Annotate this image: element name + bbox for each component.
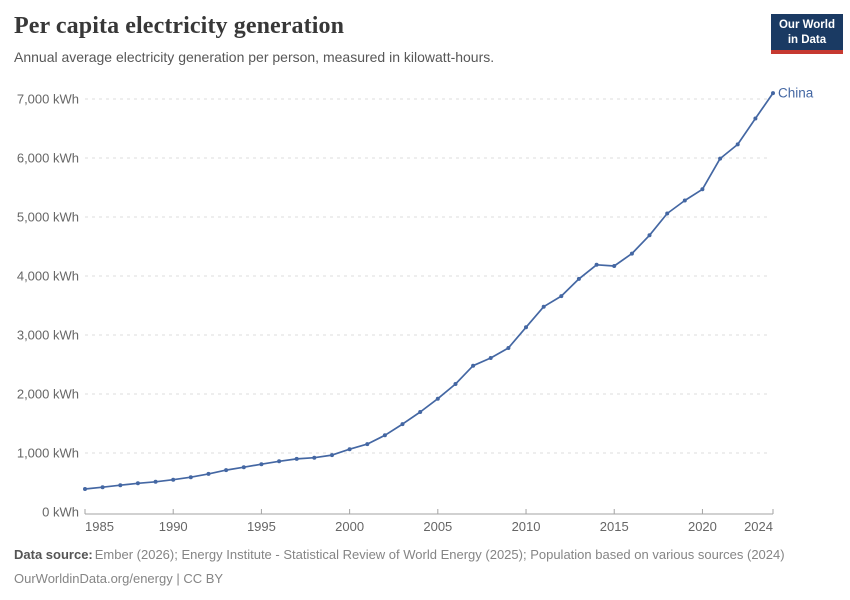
data-point [153,479,158,484]
x-tick-label: 2005 [423,519,452,534]
data-point [647,233,652,238]
data-point [435,396,440,401]
entity-label: China [778,86,814,101]
data-point [735,142,740,147]
data-line [84,92,774,490]
y-tick-label: 6,000 kWh [17,151,79,166]
data-point [330,453,334,458]
y-tick-label: 1,000 kWh [17,446,79,461]
license-label: CC BY [183,571,224,586]
data-point [524,325,528,330]
data-point [771,91,775,96]
owid-logo-line2: in Data [787,33,827,46]
license-line: OurWorldinData.org/energy | CC BY [14,567,785,591]
data-point [682,198,687,203]
x-tick-label: 2024 [744,519,773,534]
x-tick-label: 2015 [600,519,629,534]
data-point [453,382,458,386]
data-point [718,156,723,161]
x-tick-label: 2000 [335,519,364,534]
x-tick-label: 1985 [85,519,114,534]
owid-url-link[interactable]: OurWorldinData.org/energy [14,571,173,586]
data-point [612,264,617,268]
data-point [488,356,493,360]
y-tick-label: 3,000 kWh [17,328,79,343]
data-point [206,471,211,476]
data-point [277,459,282,464]
footer-divider: | [172,571,184,586]
data-point [100,485,105,490]
data-point [118,483,123,488]
data-point [400,422,405,427]
data-point [294,456,299,461]
x-tick-label: 1990 [159,519,188,534]
data-point [83,487,87,491]
chart-subtitle: Annual average electricity generation pe… [14,48,495,65]
data-point [665,211,670,216]
data-point [312,455,317,460]
owid-logo-line1: Our World [778,19,835,31]
data-point [471,363,476,368]
y-tick-label: 5,000 kWh [17,210,79,225]
data-point [541,304,546,309]
data-point [135,481,140,486]
data-source-label: Data source: [14,547,93,562]
data-point [259,462,264,467]
data-source-line: Data source: Ember (2026); Energy Institu… [14,543,785,567]
x-tick-label: 2010 [512,519,541,534]
data-point [382,433,387,438]
x-tick-label: 2020 [688,519,717,534]
data-point [629,251,634,256]
y-tick-label: 4,000 kWh [17,269,79,284]
data-point [700,187,705,192]
data-point [576,276,581,281]
y-tick-label: 0 kWh [42,505,79,520]
data-point [365,442,370,447]
data-point [241,465,246,470]
chart-footer: Data source: Ember (2026); Energy Institu… [14,543,785,591]
x-tick-label: 1995 [247,519,276,534]
data-point [559,294,564,299]
data-point [594,262,599,267]
data-source-text: Ember (2026); Energy Institute - Statist… [94,547,785,562]
data-point [753,116,758,121]
y-tick-label: 2,000 kWh [17,387,79,402]
chart-header: Per capita electricity generation Annual… [14,12,754,66]
data-point [171,477,176,482]
data-point [188,475,193,480]
data-point [347,447,352,452]
owid-logo[interactable]: Our World in Data [770,14,843,55]
data-point [224,468,229,473]
data-point [418,410,423,414]
data-point [506,346,511,350]
y-tick-label: 7,000 kWh [17,92,79,107]
page-title: Per capita electricity generation [14,13,345,39]
